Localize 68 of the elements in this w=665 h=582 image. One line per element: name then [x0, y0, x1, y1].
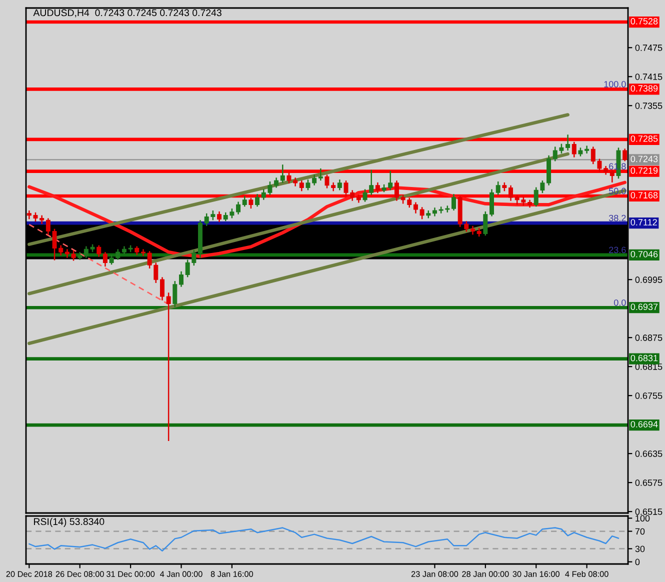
candlestick: [236, 201, 241, 215]
line-series: [28, 180, 626, 258]
candlestick: [172, 280, 178, 308]
y-tick-label: 0.6995: [635, 276, 662, 283]
y-tick-label: 0.6575: [635, 480, 662, 486]
ref-line-label: 0.7046: [630, 250, 658, 258]
y-tick-label: 0.6515: [635, 508, 662, 515]
x-tick-label: 8 Jan 16:00: [210, 571, 254, 577]
y-tick-label: 30: [635, 546, 645, 552]
candlestick: [299, 180, 304, 192]
x-tick-label: 4 Feb 08:00: [565, 570, 608, 577]
y-tick-label: 0.6755: [635, 392, 662, 399]
candlestick: [255, 193, 260, 208]
candlestick: [166, 292, 171, 442]
annotation: 100.0: [604, 81, 626, 88]
candlestick: [248, 197, 254, 210]
chart-title: RSI(14) 53.8340: [34, 518, 104, 527]
y-tick-label: 0: [635, 558, 640, 566]
y-tick-label: 100: [636, 515, 650, 522]
ref-line-label: 0.6937: [630, 304, 658, 310]
ref-line-label: 0.7168: [630, 192, 658, 198]
y-tick-label: 0.6635: [635, 450, 662, 457]
ref-line-label: 0.6831: [630, 354, 658, 362]
annotation: 23.6: [609, 246, 626, 254]
ref-line-label: 0.7389: [630, 85, 658, 92]
x-tick-label: 28 Jan 00:00: [462, 571, 509, 577]
annotation: 0.0: [614, 299, 626, 306]
ref-line-label: 0.6694: [630, 421, 658, 428]
candlestick: [483, 210, 488, 236]
x-tick-label: 4 Jan 00:00: [160, 571, 202, 577]
candlestick: [242, 195, 247, 208]
candlestick: [280, 164, 285, 184]
candlestick: [394, 180, 399, 202]
candlestick: [622, 148, 628, 162]
annotation: 38.2: [608, 214, 626, 222]
candlestick: [508, 184, 514, 202]
x-tick-label: 23 Jan 08:00: [411, 571, 458, 577]
candlestick: [413, 202, 418, 214]
ref-line-label: 0.7243: [630, 156, 658, 162]
candlestick: [160, 276, 164, 301]
y-tick-label: 0.7355: [635, 102, 662, 109]
candlestick: [496, 180, 500, 196]
candlestick: [102, 251, 108, 268]
candlestick: [451, 193, 456, 212]
candlestick: [337, 178, 342, 191]
ref-line-label: 0.7528: [630, 18, 658, 24]
candlestick: [572, 141, 576, 158]
x-tick-label: 30 Jan 16:00: [512, 571, 560, 577]
candlestick: [490, 188, 494, 217]
ref-line-label: 0.7112: [630, 219, 657, 226]
candlestick: [375, 182, 380, 194]
y-tick-label: 0.7475: [635, 44, 662, 51]
line-series: [28, 527, 620, 552]
candlestick: [179, 270, 184, 288]
chart-title: AUDUSD,H4 0.7243 0.7245 0.7243 0.7243: [33, 9, 222, 18]
candlestick: [420, 206, 424, 220]
candlestick: [318, 168, 323, 182]
candlestick: [610, 169, 614, 184]
candlestick: [96, 244, 102, 258]
ref-line-label: 0.7285: [630, 135, 658, 142]
y-tick-label: 0.7415: [635, 74, 662, 80]
x-tick-label: 20 Dec 2018: [6, 571, 52, 577]
candlestick: [217, 210, 222, 223]
x-tick-label: 26 Dec 08:00: [56, 571, 104, 577]
y-tick-label: 70: [635, 528, 645, 535]
x-tick-label: 31 Dec 00:00: [106, 571, 155, 577]
y-tick-label: 0.6875: [635, 334, 662, 341]
ref-line-label: 0.7219: [630, 167, 658, 174]
